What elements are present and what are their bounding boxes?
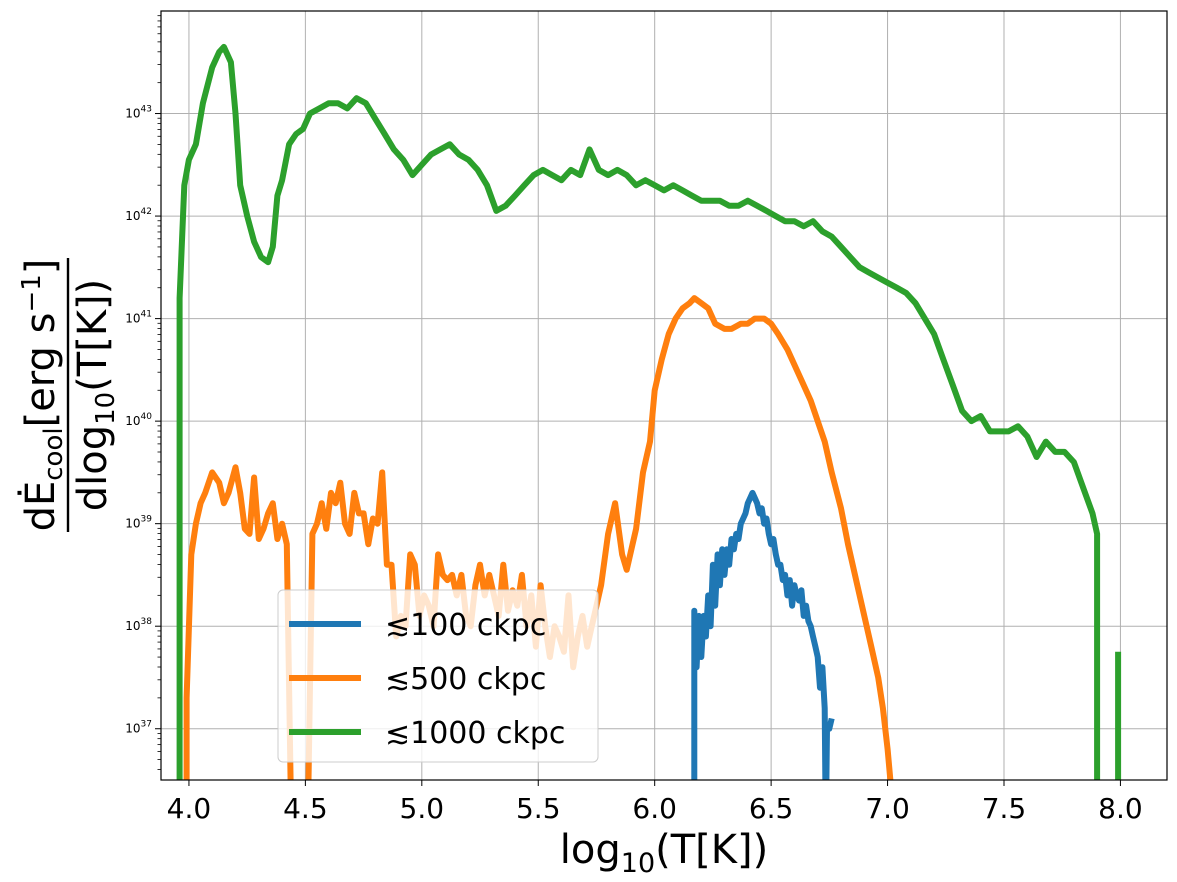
y-tick-label: 1038 (125, 617, 152, 633)
y-axis-title-denominator: dlog10(T[K]) (70, 279, 121, 512)
legend-label: ≲1000 ckpc (385, 716, 565, 751)
x-axis-title: log10(T[K]) (560, 827, 768, 879)
y-axis-title: dĖcool[erg s−1] dlog10(T[K]) (16, 258, 121, 532)
legend-box (277, 589, 599, 763)
x-tick-label: 7.5 (982, 792, 1027, 825)
y-tick-label: 1039 (125, 515, 152, 531)
x-tick-label: 6.5 (749, 792, 794, 825)
plot-frame (160, 10, 1168, 781)
legend: ≲100 ckpc ≲500 ckpc ≲1000 ckpc (277, 589, 599, 763)
grid (161, 11, 1167, 780)
legend-label: ≲100 ckpc (385, 608, 546, 643)
y-axis-ticks: 1037 1038 1039 1040 1041 1042 1043 (125, 105, 161, 736)
y-tick-label: 1037 (125, 720, 152, 736)
y-tick-label: 1043 (125, 105, 152, 121)
x-tick-label: 8.0 (1098, 792, 1143, 825)
y-tick-label: 1041 (125, 310, 152, 326)
y-tick-label: 1040 (125, 412, 152, 428)
series-line-2 (176, 43, 1101, 780)
y-axis-title-numerator: dĖcool[erg s−1] (16, 259, 69, 532)
y-tick-label: 1042 (125, 207, 152, 223)
x-axis-ticks: 4.0 4.5 5.0 5.5 6.0 6.5 7.0 7.5 8.0 (167, 780, 1143, 825)
x-tick-label: 7.0 (865, 792, 910, 825)
series-line-0 (691, 489, 835, 780)
x-tick-label: 5.0 (400, 792, 445, 825)
x-tick-label: 4.5 (283, 792, 328, 825)
x-tick-label: 4.0 (167, 792, 212, 825)
x-tick-label: 5.5 (516, 792, 561, 825)
legend-label: ≲500 ckpc (385, 662, 546, 697)
x-tick-label: 6.0 (632, 792, 677, 825)
